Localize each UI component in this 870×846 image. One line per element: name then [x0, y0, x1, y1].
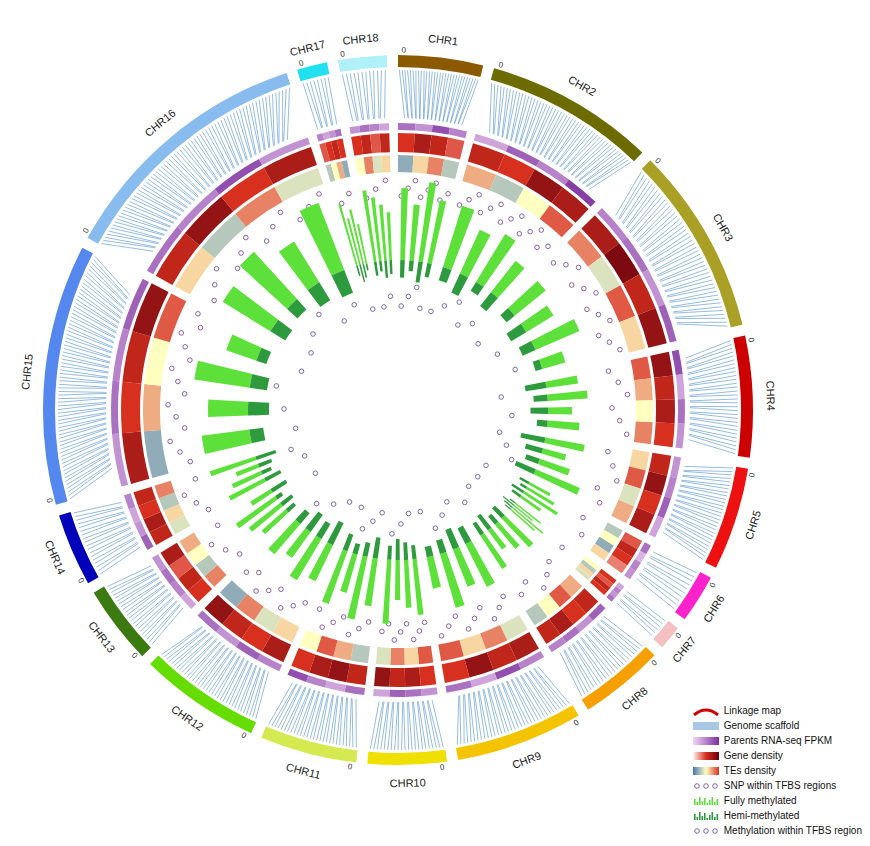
svg-text:CHR7: CHR7: [670, 634, 698, 665]
html-text:SNP within TFBS regions: SNP within TFBS regions: [723, 780, 837, 791]
svg-text:0: 0: [673, 631, 683, 641]
svg-text:CHR3: CHR3: [711, 211, 736, 243]
html-text:Parents RNA-seq FPKM: Parents RNA-seq FPKM: [723, 735, 833, 746]
svg-text:0: 0: [746, 337, 756, 344]
svg-text:0: 0: [497, 60, 504, 70]
svg-text:CHR11: CHR11: [285, 761, 322, 782]
html-text:Genome scaffold: Genome scaffold: [723, 720, 800, 731]
svg-text:CHR10: CHR10: [390, 776, 426, 789]
svg-text:0: 0: [81, 226, 91, 235]
svg-text:CHR15: CHR15: [19, 353, 35, 390]
html-text:Hemi-methylated: Hemi-methylated: [723, 810, 800, 821]
svg-text:CHR17: CHR17: [289, 38, 327, 58]
svg-text:0: 0: [347, 762, 353, 772]
html-text:Linkage map: Linkage map: [723, 705, 781, 716]
svg-text:0: 0: [747, 472, 757, 479]
svg-text:CHR4: CHR4: [764, 380, 777, 410]
svg-text:CHR6: CHR6: [701, 593, 727, 625]
svg-text:0: 0: [240, 730, 248, 740]
svg-text:0: 0: [76, 577, 86, 586]
svg-text:CHR16: CHR16: [142, 107, 177, 139]
html-text:Methylation within TFBS region: Methylation within TFBS region: [723, 825, 862, 836]
svg-text:0: 0: [653, 156, 663, 166]
svg-text:CHR5: CHR5: [743, 509, 764, 541]
svg-text:0: 0: [401, 46, 406, 55]
svg-text:CHR1: CHR1: [428, 32, 459, 48]
svg-text:CHR13: CHR13: [86, 619, 117, 655]
svg-text:CHR18: CHR18: [342, 31, 379, 47]
svg-text:0: 0: [340, 49, 346, 59]
svg-text:CHR14: CHR14: [43, 538, 68, 576]
html-text:Fully methylated: Fully methylated: [723, 795, 797, 806]
svg-text:CHR12: CHR12: [169, 703, 206, 733]
svg-text:0: 0: [130, 651, 140, 661]
svg-text:0: 0: [439, 762, 445, 772]
svg-text:CHR9: CHR9: [510, 749, 542, 771]
svg-text:CHR2: CHR2: [566, 73, 598, 98]
svg-text:0: 0: [708, 580, 718, 589]
html-text:Gene density: Gene density: [723, 750, 783, 761]
svg-text:0: 0: [572, 717, 581, 727]
svg-text:0: 0: [298, 58, 305, 68]
html-text:TEs density: TEs density: [723, 765, 776, 776]
svg-text:CHR8: CHR8: [619, 684, 650, 712]
svg-text:0: 0: [650, 658, 660, 668]
svg-text:0: 0: [45, 497, 55, 504]
